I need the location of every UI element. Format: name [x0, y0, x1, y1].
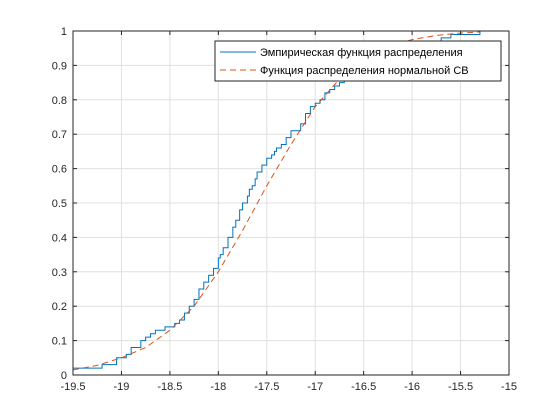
y-tick-label: 0.8 — [52, 95, 67, 107]
legend-label-normal: Функция распределения нормальной СВ — [260, 65, 469, 77]
series-line-normal — [72, 31, 480, 371]
x-tick-label: -16.5 — [351, 381, 376, 393]
y-tick-label: 0.6 — [52, 164, 67, 176]
y-tick-label: 0.1 — [52, 336, 67, 348]
y-tick-label: 0.9 — [52, 60, 67, 72]
x-tick-label: -17 — [307, 381, 323, 393]
legend: Эмпирическая функция распределения Функц… — [214, 40, 502, 82]
y-tick-label: 0.5 — [52, 198, 67, 210]
y-tick-label: 0.2 — [52, 301, 67, 313]
x-tick-label: -16 — [404, 381, 420, 393]
y-tick-label: 0 — [61, 370, 67, 382]
legend-box — [214, 40, 502, 82]
y-tick-label: 0.4 — [52, 232, 67, 244]
x-tick-label: -18 — [210, 381, 226, 393]
y-tick-label: 0.3 — [52, 267, 67, 279]
y-tick-label: 1 — [61, 26, 67, 38]
x-tick-label: -15 — [501, 381, 517, 393]
axis-ticks: -19.5 -19 -18.5 -18 -17.5 -17 -16.5 -16 -15.5 -15… — [52, 26, 517, 393]
x-tick-label: -15.5 — [448, 381, 473, 393]
x-tick-label: -17.5 — [254, 381, 279, 393]
x-tick-label: -18.5 — [157, 381, 182, 393]
legend-label-empirical: Эмпирическая функция распределения — [260, 47, 463, 59]
x-tick-label: -19 — [113, 381, 129, 393]
y-tick-label: 0.7 — [52, 129, 67, 141]
x-tick-label: -19.5 — [60, 381, 85, 393]
